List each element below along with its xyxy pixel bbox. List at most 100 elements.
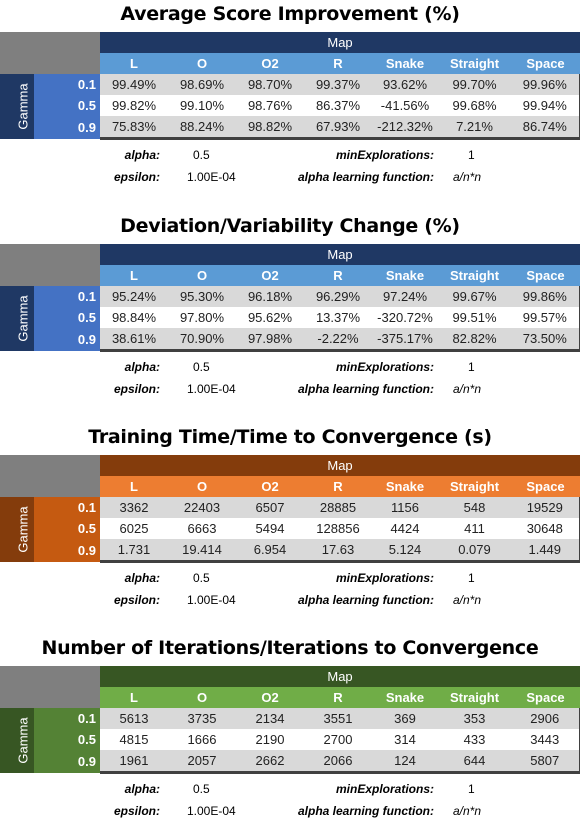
table-cell: -375.17% — [372, 328, 438, 352]
table-cell: 38.61% — [100, 328, 168, 352]
table-cell: 97.98% — [236, 328, 304, 352]
minexp-value: 1 — [468, 782, 475, 796]
corner-cell — [0, 455, 100, 497]
gamma-label: Gamma — [0, 708, 34, 773]
table-cell: 28885 — [304, 497, 372, 518]
table-cell: 95.30% — [168, 286, 236, 307]
table-cell: 4424 — [372, 518, 438, 539]
column-header: Straight — [438, 53, 511, 74]
section-title: Number of Iterations/Iterations to Conve… — [41, 637, 539, 659]
table-cell: 5807 — [511, 750, 580, 774]
table-cell: 99.96% — [511, 74, 580, 95]
table-cell: 99.67% — [438, 286, 511, 307]
table-cell: 1156 — [372, 497, 438, 518]
map-header: Map — [100, 455, 580, 476]
table-cell: 99.10% — [168, 95, 236, 116]
table-row: 0.5 99.82% 99.10% 98.76% 86.37% -41.56% 99.68%… — [0, 95, 580, 116]
table-cell: 75.83% — [100, 116, 168, 140]
table-row: 0.5 98.84% 97.80% 95.62% 13.37% -320.72% 99.51… — [0, 307, 580, 328]
column-header: Snake — [372, 265, 438, 286]
alf-value: a/n*n — [453, 382, 482, 396]
table-cell: 548 — [438, 497, 511, 518]
table-cell: 0.079 — [438, 539, 511, 563]
table-cell: 369 — [372, 708, 438, 729]
column-header: L — [100, 476, 168, 497]
column-header: Straight — [438, 265, 511, 286]
column-header: R — [304, 476, 372, 497]
table-cell: 17.63 — [304, 539, 372, 563]
table-cell: 98.82% — [236, 116, 304, 140]
table-cell: 1.731 — [100, 539, 168, 563]
section-title: Average Score Improvement (%) — [120, 3, 460, 25]
table-cell: 99.70% — [438, 74, 511, 95]
column-header: Snake — [372, 53, 438, 74]
table-cell: 644 — [438, 750, 511, 774]
table-row: 0.5 6025 6663 5494 128856 4424 411 30648 — [0, 518, 580, 539]
table-cell: 99.94% — [511, 95, 580, 116]
gamma-label-text: Gamma — [15, 295, 31, 342]
table-cell: 95.24% — [100, 286, 168, 307]
table-row: Gamma 0.1 3362 22403 6507 28885 1156 548 19529 — [0, 497, 580, 562]
gamma-value: 0.5 — [34, 95, 100, 116]
section-title: Training Time/Time to Convergence (s) — [88, 426, 492, 448]
table-cell: 3551 — [304, 708, 372, 729]
column-header: R — [304, 53, 372, 74]
column-header: Straight — [438, 476, 511, 497]
column-header: R — [304, 265, 372, 286]
gamma-label-text: Gamma — [15, 506, 31, 553]
table-row: 0.9 38.61% 70.90% 97.98% -2.22% -375.17% 82.82… — [0, 328, 580, 352]
column-header: R — [304, 687, 372, 708]
epsilon-label: epsilon: — [113, 382, 160, 396]
alf-label: alpha learning function: — [297, 804, 434, 818]
map-header: Map — [100, 244, 580, 265]
data-table: Map L O O2 R Snake Straight Space Gamma 0.1 95.24%… — [0, 244, 580, 352]
alpha-label: alpha: — [124, 782, 160, 796]
column-header: O — [168, 687, 236, 708]
table-cell: 99.49% — [100, 74, 168, 95]
table-cell: 97.80% — [168, 307, 236, 328]
map-header: Map — [100, 32, 580, 53]
table-cell: -212.32% — [372, 116, 438, 140]
section-title: Deviation/Variability Change (%) — [120, 215, 460, 237]
table-cell: 99.86% — [511, 286, 580, 307]
column-header: O — [168, 53, 236, 74]
table-cell: 5.124 — [372, 539, 438, 563]
table-cell: 98.76% — [236, 95, 304, 116]
map-header: Map — [100, 666, 580, 687]
corner-cell — [0, 666, 100, 708]
epsilon-label: epsilon: — [113, 804, 160, 818]
alpha-label: alpha: — [124, 148, 160, 162]
table-cell: 3735 — [168, 708, 236, 729]
data-table: Map L O O2 R Snake Straight Space Gamma 0.1 3362 22… — [0, 455, 580, 563]
alpha-label: alpha: — [124, 360, 160, 374]
table-cell: 19529 — [511, 497, 580, 518]
epsilon-value: 1.00E-04 — [187, 593, 236, 607]
table-cell: 88.24% — [168, 116, 236, 140]
data-table: Map L O O2 R Snake Straight Space Gamma 0.1 5613 37… — [0, 666, 580, 774]
table-cell: 128856 — [304, 518, 372, 539]
minexp-label: minExplorations: — [335, 782, 434, 796]
table-cell: 95.62% — [236, 307, 304, 328]
table-cell: 70.90% — [168, 328, 236, 352]
gamma-value: 0.1 — [34, 74, 100, 95]
table-cell: 99.37% — [304, 74, 372, 95]
table-cell: 6663 — [168, 518, 236, 539]
alf-label: alpha learning function: — [297, 170, 434, 184]
table-cell: 82.82% — [438, 328, 511, 352]
table-cell: 1.449 — [511, 539, 580, 563]
table-row: 0.5 4815 1666 2190 2700 314 433 3443 — [0, 729, 580, 750]
column-header: L — [100, 687, 168, 708]
table-cell: 124 — [372, 750, 438, 774]
column-header: Straight — [438, 687, 511, 708]
table-cell: 2066 — [304, 750, 372, 774]
gamma-value: 0.5 — [34, 518, 100, 539]
gamma-label: Gamma — [0, 74, 34, 139]
table-cell: 411 — [438, 518, 511, 539]
table-cell: 99.82% — [100, 95, 168, 116]
column-header: O2 — [236, 687, 304, 708]
table-cell: 6025 — [100, 518, 168, 539]
alf-label: alpha learning function: — [297, 382, 434, 396]
table-cell: 97.24% — [372, 286, 438, 307]
table-row: 0.9 1.731 19.414 6.954 17.63 5.124 0.079 1.449 — [0, 539, 580, 563]
table-cell: 73.50% — [511, 328, 580, 352]
